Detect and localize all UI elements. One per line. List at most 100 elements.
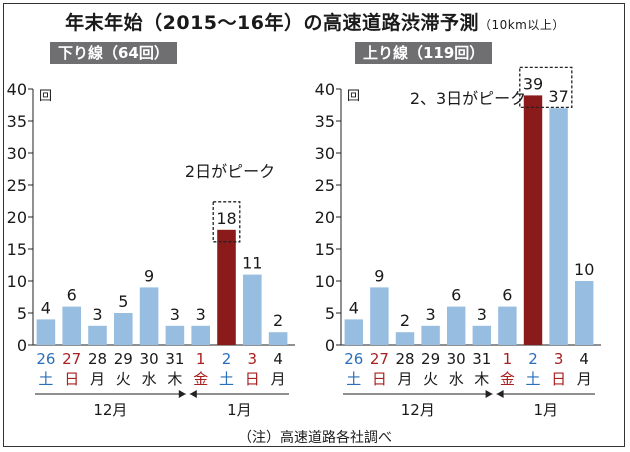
bar [62, 306, 81, 345]
data-label: 4 [41, 298, 51, 317]
x-tick-day: 1 [196, 350, 206, 368]
y-tick-label: 25 [7, 176, 27, 195]
data-label: 6 [502, 286, 512, 305]
bar [574, 281, 594, 345]
y-tick-label: 15 [7, 240, 27, 259]
x-tick-weekday: 月 [90, 370, 105, 388]
y-tick-label: 0 [325, 336, 335, 355]
bar [217, 229, 236, 345]
y-tick-label: 30 [7, 144, 27, 163]
x-tick-weekday: 土 [525, 370, 540, 388]
y-tick-label: 40 [7, 80, 27, 99]
bar [114, 313, 133, 345]
x-tick-day: 1 [503, 350, 513, 368]
x-tick-day: 3 [554, 350, 564, 368]
x-tick-weekday: 日 [372, 370, 387, 388]
data-label: 3 [477, 305, 487, 324]
y-tick-label: 25 [315, 176, 335, 195]
x-tick-day: 26 [344, 350, 363, 368]
y-unit-label: 回 [347, 89, 360, 104]
data-label: 9 [374, 266, 384, 285]
chart-title: 年末年始（2015～16年）の高速道路渋滞予測（10km以上） [0, 8, 630, 35]
x-tick-weekday: 木 [167, 370, 182, 388]
y-tick-label: 20 [7, 208, 27, 227]
x-tick-weekday: 日 [64, 370, 79, 388]
data-label: 9 [144, 266, 154, 285]
bar [88, 325, 107, 345]
data-label: 6 [451, 286, 461, 305]
month-label: 12月 [401, 401, 435, 419]
y-tick-label: 5 [325, 304, 335, 323]
x-tick-weekday: 金 [500, 370, 515, 388]
data-label: 3 [92, 305, 102, 324]
x-tick-day: 29 [114, 350, 133, 368]
x-tick-weekday: 月 [397, 370, 412, 388]
y-tick-label: 10 [7, 272, 27, 291]
bar [268, 332, 288, 345]
x-tick-weekday: 火 [423, 370, 438, 388]
x-tick-weekday: 土 [346, 370, 361, 388]
y-tick-label: 30 [315, 144, 335, 163]
title-text: 年末年始（2015～16年）の高速道路渋滞予測 [65, 12, 479, 34]
x-tick-day: 29 [421, 350, 440, 368]
x-tick-day: 27 [370, 350, 389, 368]
source-note: （注）高速道路各社調べ [238, 430, 392, 446]
panel-title-up: 上り線（119回） [355, 42, 493, 64]
panel-title-down: 下り線（64回） [50, 42, 177, 64]
bar [421, 325, 440, 345]
bar [165, 325, 185, 345]
data-label: 5 [118, 292, 128, 311]
data-label: 39 [523, 74, 543, 93]
title-note: （10km以上） [478, 18, 565, 32]
x-tick-weekday: 金 [193, 370, 208, 388]
month-label: 12月 [93, 401, 127, 419]
bar [344, 319, 364, 345]
peak-annotation: 2日がピーク [185, 162, 275, 181]
x-tick-weekday: 土 [38, 370, 53, 388]
data-label: 4 [349, 298, 359, 317]
bar [370, 287, 389, 345]
bar [523, 95, 543, 346]
x-tick-day: 30 [140, 350, 159, 368]
x-tick-weekday: 水 [142, 370, 157, 388]
x-tick-weekday: 木 [474, 370, 489, 388]
month-label: 1月 [534, 401, 559, 419]
arrow-right-icon [485, 390, 493, 398]
x-tick-day: 26 [36, 350, 55, 368]
x-tick-weekday: 水 [449, 370, 464, 388]
month-label: 1月 [227, 401, 252, 419]
x-tick-weekday: 月 [577, 370, 592, 388]
x-tick-day: 27 [62, 350, 81, 368]
data-label: 3 [170, 305, 180, 324]
peak-annotation: 2、3日がピーク [410, 89, 526, 108]
peak-highlight-box [212, 201, 241, 243]
bar [472, 325, 492, 345]
data-label: 3 [196, 305, 206, 324]
data-label: 11 [242, 254, 262, 273]
x-tick-day: 30 [447, 350, 466, 368]
y-tick-label: 40 [315, 80, 335, 99]
data-label: 6 [67, 286, 77, 305]
y-tick-label: 35 [7, 112, 27, 131]
data-label: 37 [548, 87, 568, 106]
x-tick-weekday: 日 [245, 370, 260, 388]
bar [498, 306, 517, 345]
x-tick-day: 3 [248, 350, 258, 368]
x-tick-weekday: 土 [219, 370, 234, 388]
data-label: 2 [400, 311, 410, 330]
data-label: 2 [273, 311, 283, 330]
x-tick-day: 2 [222, 350, 232, 368]
x-tick-day: 4 [579, 350, 589, 368]
x-tick-day: 28 [395, 350, 414, 368]
x-tick-day: 2 [528, 350, 538, 368]
x-tick-day: 28 [88, 350, 107, 368]
bar [139, 287, 159, 345]
data-label: 18 [216, 209, 236, 228]
x-tick-day: 4 [273, 350, 283, 368]
y-tick-label: 15 [315, 240, 335, 259]
y-tick-label: 20 [315, 208, 335, 227]
peak-highlight-box [519, 66, 573, 109]
